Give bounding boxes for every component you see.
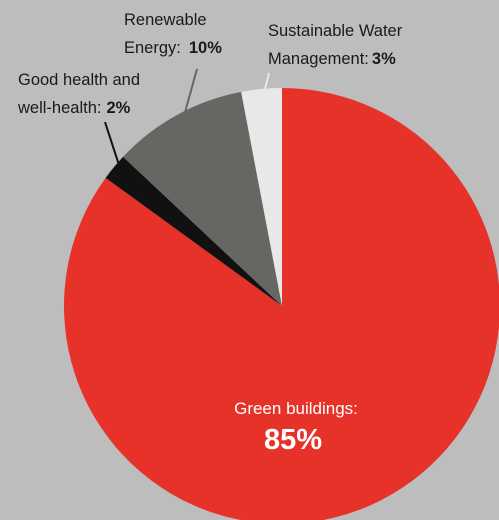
- slice-label-sustainable-water: Sustainable Water Management: 3%: [268, 22, 407, 68]
- leader-line-good-health: [104, 121, 123, 174]
- slice-value-sustainable-water: 3%: [372, 50, 396, 68]
- leader-line-renewable-energy: [180, 68, 198, 124]
- pie-slice-green-buildings: [64, 88, 499, 520]
- slice-value-green-buildings: 85%: [264, 424, 322, 456]
- slice-value-renewable-energy: 10%: [189, 39, 222, 57]
- pie-slice-renewable-energy: [123, 91, 282, 306]
- slice-label-renewable-energy: Renewable Energy: 10%: [124, 11, 222, 57]
- leader-line-sustainable-water: [261, 72, 270, 100]
- slice-label-green-buildings: Green buildings:: [234, 399, 358, 418]
- leader-lines: [104, 68, 270, 174]
- pie-slice-sustainable-water-management: [241, 88, 282, 306]
- pie-slices: [64, 88, 499, 520]
- pie-slice-good-health-and-well-health: [105, 156, 282, 306]
- slice-value-good-health: 2%: [106, 99, 130, 117]
- slice-label-good-health: Good health and well-health: 2%: [17, 71, 145, 117]
